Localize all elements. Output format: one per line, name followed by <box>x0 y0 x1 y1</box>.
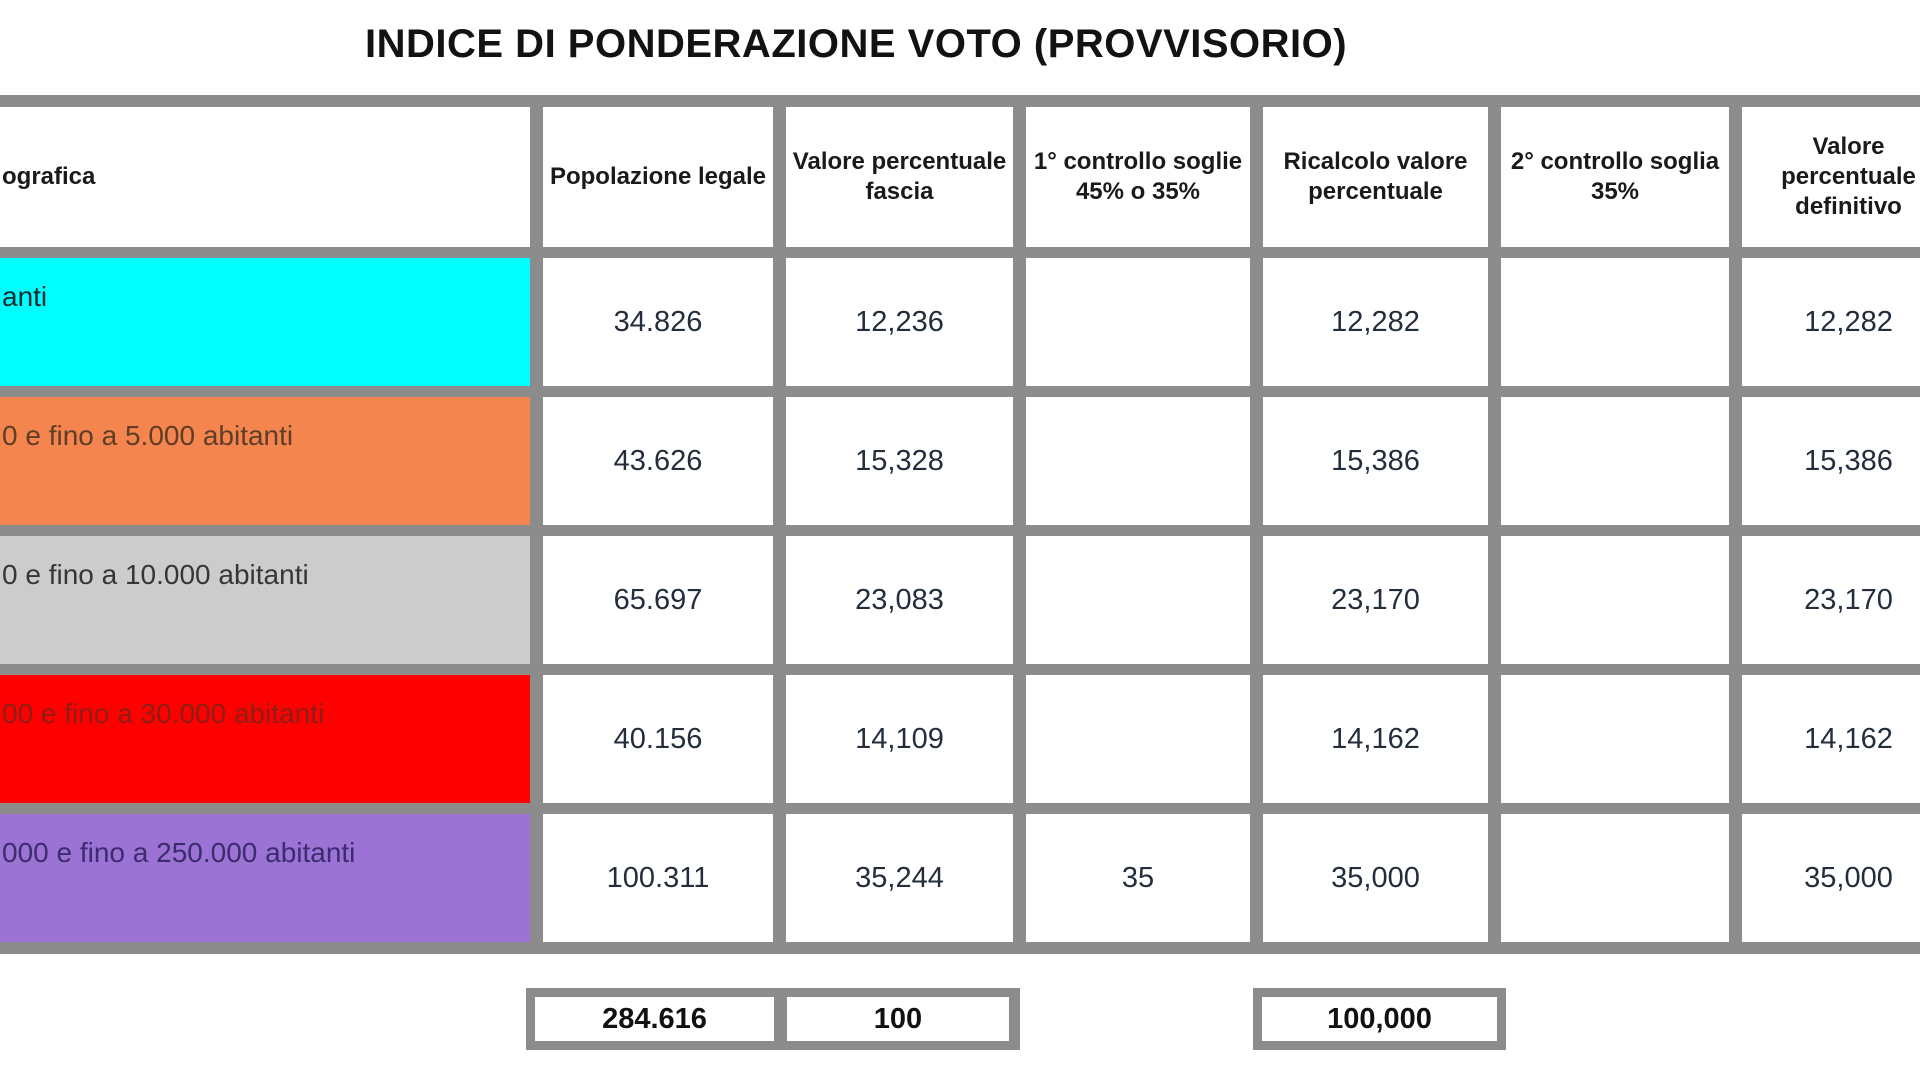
row-label-fascia-1: anti <box>0 258 530 386</box>
cell-popolazione-r2: 43.626 <box>543 397 773 525</box>
cell-controllo1-r4 <box>1026 675 1250 803</box>
col-header-secondo-controllo: 2° controllo soglia 35% <box>1501 107 1729 247</box>
cell-valore-def-r4: 14,162 <box>1742 675 1920 803</box>
cell-valore-def-r3: 23,170 <box>1742 536 1920 664</box>
page-title: INDICE DI PONDERAZIONE VOTO (PROVVISORIO… <box>365 22 1348 66</box>
col-header-valore-definitivo: Valore percentuale definitivo <box>1742 107 1920 247</box>
row-label-fascia-3: 0 e fino a 10.000 abitanti <box>0 536 530 664</box>
cell-ricalcolo-r2: 15,386 <box>1263 397 1488 525</box>
row-label-fascia-4: 00 e fino a 30.000 abitanti <box>0 675 530 803</box>
cell-controllo2-r4 <box>1501 675 1729 803</box>
cell-valore-def-r5: 35,000 <box>1742 814 1920 942</box>
cell-controllo1-r3 <box>1026 536 1250 664</box>
cell-ricalcolo-r5: 35,000 <box>1263 814 1488 942</box>
cell-ricalcolo-r4: 14,162 <box>1263 675 1488 803</box>
cell-valore-pct-r1: 12,236 <box>786 258 1013 386</box>
totals-box-left: 284.616 100 <box>526 988 1020 1050</box>
col-header-fascia-demografica: ografica <box>0 107 530 247</box>
cell-valore-pct-r4: 14,109 <box>786 675 1013 803</box>
total-ricalcolo-valore: 100,000 <box>1262 997 1497 1041</box>
cell-valore-pct-r5: 35,244 <box>786 814 1013 942</box>
col-header-primo-controllo: 1° controllo soglie 45% o 35% <box>1026 107 1250 247</box>
total-popolazione-legale: 284.616 <box>535 997 774 1041</box>
row-label-fascia-5: 000 e fino a 250.000 abitanti <box>0 814 530 942</box>
totals-box-right: 100,000 <box>1253 988 1506 1050</box>
cell-valore-pct-r3: 23,083 <box>786 536 1013 664</box>
total-valore-percentuale: 100 <box>787 997 1009 1041</box>
cell-controllo2-r1 <box>1501 258 1729 386</box>
vote-weighting-table: ografica Popolazione legale Valore perce… <box>0 95 1920 954</box>
cell-ricalcolo-r1: 12,282 <box>1263 258 1488 386</box>
cell-valore-pct-r2: 15,328 <box>786 397 1013 525</box>
row-label-fascia-2: 0 e fino a 5.000 abitanti <box>0 397 530 525</box>
cell-controllo2-r5 <box>1501 814 1729 942</box>
col-header-valore-percentuale-fascia: Valore percentuale fascia <box>786 107 1013 247</box>
cell-popolazione-r5: 100.311 <box>543 814 773 942</box>
cell-controllo1-r2 <box>1026 397 1250 525</box>
cell-popolazione-r3: 65.697 <box>543 536 773 664</box>
cell-valore-def-r1: 12,282 <box>1742 258 1920 386</box>
col-header-popolazione-legale: Popolazione legale <box>543 107 773 247</box>
cell-controllo2-r2 <box>1501 397 1729 525</box>
cell-valore-def-r2: 15,386 <box>1742 397 1920 525</box>
cell-controllo1-r5: 35 <box>1026 814 1250 942</box>
cell-ricalcolo-r3: 23,170 <box>1263 536 1488 664</box>
cell-popolazione-r4: 40.156 <box>543 675 773 803</box>
cell-controllo2-r3 <box>1501 536 1729 664</box>
cell-controllo1-r1 <box>1026 258 1250 386</box>
col-header-ricalcolo-valore: Ricalcolo valore percentuale <box>1263 107 1488 247</box>
cell-popolazione-r1: 34.826 <box>543 258 773 386</box>
